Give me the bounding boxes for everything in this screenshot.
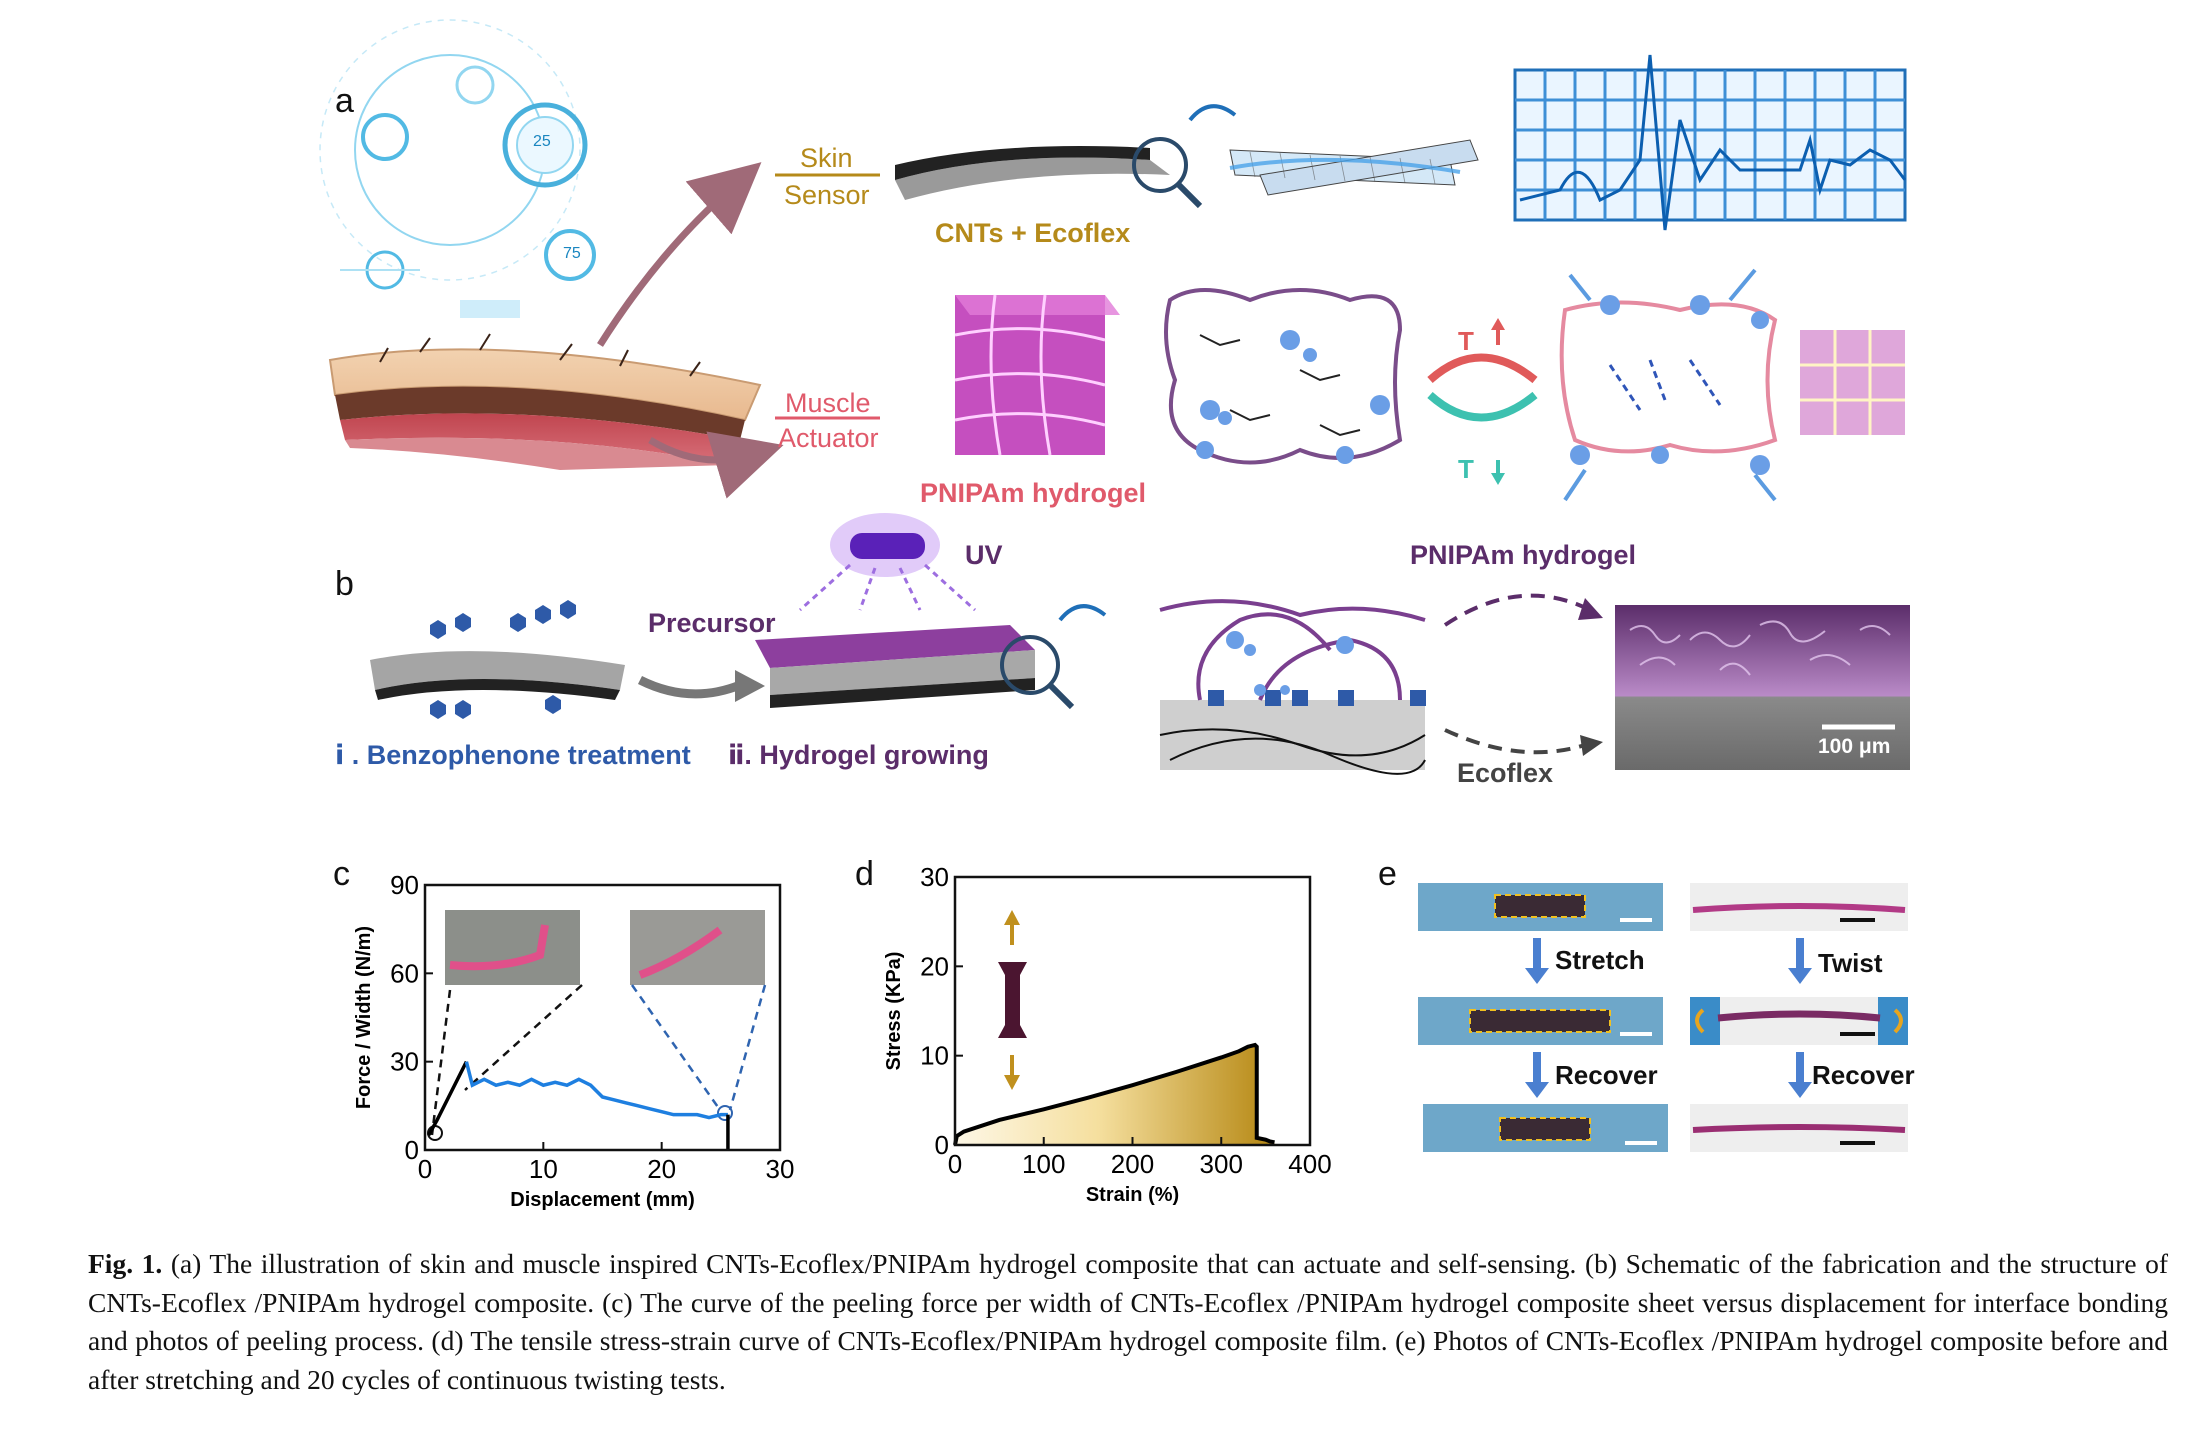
y-axis-label: Force / Width (N/m) [353, 926, 375, 1109]
x-tick-label: 0 [948, 1149, 962, 1179]
uv-label: UV [965, 540, 1003, 570]
dogbone-specimen [998, 910, 1027, 1090]
pnipam-hydrogel-label-a: PNIPAm hydrogel [920, 478, 1147, 508]
actuator-label: Actuator [778, 423, 879, 453]
x-tick-label: 300 [1200, 1149, 1243, 1179]
x-axis-label: Strain (%) [1086, 1184, 1179, 1206]
recover-label-2: Recover [1812, 1060, 1915, 1090]
cnt-tubes-illustration [1229, 139, 1479, 196]
temperature-cycle [1427, 318, 1538, 485]
benzophenone-film [370, 600, 625, 719]
hydrogel-cube [954, 294, 1120, 456]
precursor-label: Precursor [648, 608, 776, 638]
y-tick-label: 30 [390, 1047, 419, 1077]
x-axis-label: Displacement (mm) [510, 1189, 695, 1211]
y-tick-label: 60 [390, 958, 419, 988]
sensor-label: Sensor [784, 180, 870, 210]
cnts-ecoflex-label: CNTs + Ecoflex [935, 218, 1131, 248]
t-down-label: T [1458, 454, 1474, 484]
skin-block [328, 333, 762, 470]
x-tick-label: 30 [766, 1154, 795, 1184]
x-tick-label: 0 [418, 1154, 432, 1184]
panel-letter-c: c [333, 855, 350, 893]
interface-cross-section [1159, 599, 1426, 775]
hud-graphic [319, 19, 596, 318]
panel-letter-b: b [335, 565, 354, 603]
recover-label-1: Recover [1555, 1060, 1658, 1090]
scale-bar-label: 100 μm [1818, 735, 1891, 758]
step-ii-label: ⅱ. Hydrogel growing [728, 740, 989, 770]
series-line-0 [953, 1042, 1275, 1146]
cnt-ecoflex-film [895, 104, 1237, 209]
area-fill [955, 1044, 1275, 1145]
x-tick-label: 20 [647, 1154, 676, 1184]
x-tick-label: 100 [1022, 1149, 1065, 1179]
y-tick-label: 10 [920, 1041, 949, 1071]
peeling-force-chart: 0 10 20 30 0 30 60 90 Displacement (mm) Force / W… [353, 870, 795, 1211]
y-tick-label: 0 [405, 1135, 419, 1165]
series-line-1 [464, 1061, 728, 1120]
panel-letter-a: a [335, 82, 354, 120]
twist-label: Twist [1818, 948, 1883, 978]
x-tick-label: 200 [1111, 1149, 1154, 1179]
hud-value-2: 75 [563, 245, 581, 262]
muscle-label: Muscle [785, 388, 871, 418]
sensor-signal-grid [1513, 54, 1907, 231]
figure-caption: Fig. 1. (a) The illustration of skin and… [88, 1245, 2168, 1399]
peeling-photos [427, 910, 767, 1141]
pnipam-hydrogel-label-b: PNIPAm hydrogel [1410, 540, 1637, 570]
stretch-label: Stretch [1555, 945, 1645, 975]
y-axis-label: Stress (KPa) [883, 952, 905, 1071]
polymer-network-swollen [1164, 288, 1403, 465]
shrunk-hydrogel-cube [1800, 330, 1905, 435]
skin-label: Skin [800, 143, 853, 173]
x-tick-label: 10 [529, 1154, 558, 1184]
series-line-0 [427, 1060, 468, 1137]
hydrogel-coated-film [755, 604, 1107, 710]
step-i-label: ⅰ . Benzophenone treatment [335, 740, 691, 770]
figure-caption-text: (a) The illustration of skin and muscle … [88, 1248, 2168, 1395]
ecoflex-label: Ecoflex [1457, 758, 1554, 788]
y-tick-label: 0 [935, 1130, 949, 1160]
hud-value-1: 25 [533, 133, 551, 150]
uv-lamp [798, 513, 977, 612]
t-up-label: T [1458, 326, 1474, 356]
panel-letter-d: d [855, 855, 874, 893]
stretch-twist-photos [1418, 883, 1908, 1152]
plot-frame [423, 883, 782, 1152]
figure-label: Fig. 1. [88, 1248, 163, 1279]
sem-image [1615, 605, 1910, 770]
x-tick-label: 400 [1288, 1149, 1331, 1179]
y-tick-label: 20 [920, 951, 949, 981]
polymer-network-collapsed [1559, 268, 1778, 502]
stress-strain-chart: 0 100 200 300 400 0 10 20 30 Strain (%) Stress (KP… [883, 865, 1332, 1206]
y-tick-label: 90 [390, 870, 419, 900]
y-tick-label: 30 [920, 865, 949, 892]
panel-letter-e: e [1378, 855, 1397, 893]
